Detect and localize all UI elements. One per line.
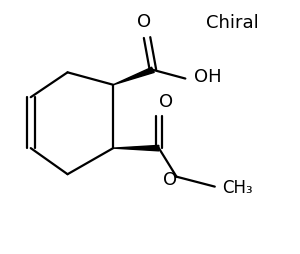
Text: O: O bbox=[137, 13, 151, 31]
Text: OH: OH bbox=[194, 68, 222, 86]
Polygon shape bbox=[113, 67, 154, 85]
Text: O: O bbox=[163, 171, 177, 189]
Text: CH₃: CH₃ bbox=[222, 179, 253, 197]
Text: Chiral: Chiral bbox=[206, 14, 259, 32]
Text: O: O bbox=[159, 93, 173, 111]
Polygon shape bbox=[113, 145, 159, 151]
